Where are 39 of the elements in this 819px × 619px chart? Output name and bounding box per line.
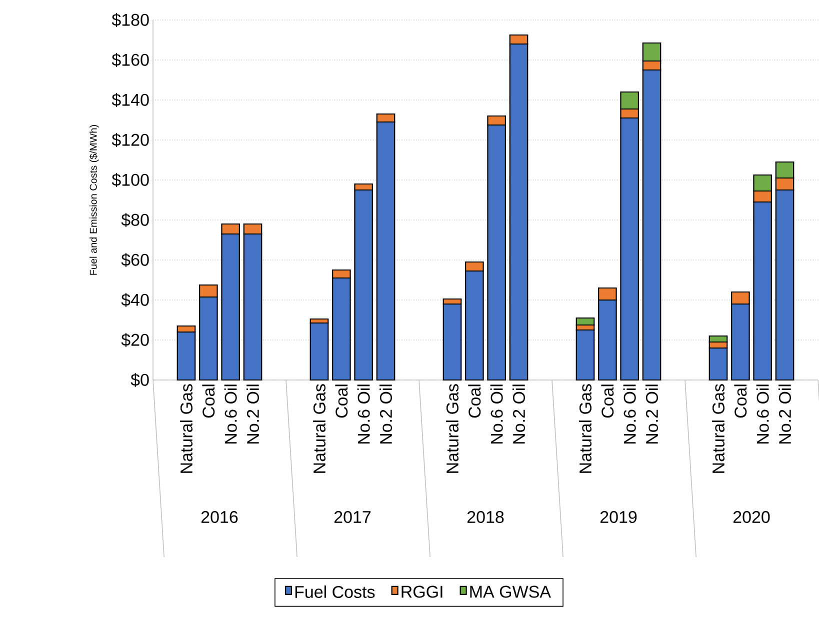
x-tick-label: No.2 Oil: [246, 384, 259, 444]
legend-label: Fuel Costs: [295, 586, 375, 598]
text: 2016: [201, 510, 238, 524]
y-tick-label: $160: [112, 53, 149, 67]
x-tick-label: No.2 Oil: [380, 384, 392, 444]
text: 2017: [334, 510, 371, 524]
x-tick-label: No.6 Oil: [357, 384, 370, 444]
x-tick-label: Coal: [468, 384, 481, 418]
x-tick-label: No.6 Oil: [623, 384, 636, 444]
text: 2019: [600, 510, 637, 524]
y-tick-label: $120: [112, 133, 149, 147]
legend-label: MA GWSA: [470, 586, 551, 598]
text: 2020: [733, 510, 770, 524]
legend-label: RGGI: [402, 586, 442, 598]
y-tick-label: $80: [121, 213, 149, 227]
y-tick-label: $180: [112, 13, 149, 27]
x-tick-label: Coal: [734, 384, 747, 418]
y-axis-title: Fuel and Emission Costs ($/MWh): [89, 125, 99, 275]
x-tick-label: Coal: [601, 384, 614, 418]
x-tick-label: No.2 Oil: [646, 384, 658, 444]
y-tick-label: $20: [121, 333, 149, 347]
x-tick-label: Natural Gas: [313, 384, 326, 473]
x-tick-label: No.2 Oil: [512, 384, 526, 444]
x-tick-label: No.2 Oil: [778, 384, 792, 444]
y-tick-label: $60: [121, 253, 149, 267]
x-tick-label: Natural Gas: [579, 384, 592, 473]
x-tick-label: No.6 Oil: [224, 384, 237, 444]
x-tick-label: Coal: [335, 384, 348, 418]
x-tick-label: Coal: [202, 384, 215, 418]
x-tick-label: Natural Gas: [446, 384, 459, 473]
text: 2018: [467, 510, 504, 524]
y-tick-label: $140: [112, 93, 149, 107]
y-tick-label: $100: [112, 173, 149, 187]
x-tick-label: Natural Gas: [180, 384, 192, 473]
y-tick-label: $40: [121, 293, 149, 307]
y-tick-label: $0: [130, 373, 149, 387]
x-tick-label: No.6 Oil: [756, 384, 769, 444]
x-tick-label: Natural Gas: [712, 384, 725, 473]
x-tick-label: No.6 Oil: [490, 384, 503, 444]
